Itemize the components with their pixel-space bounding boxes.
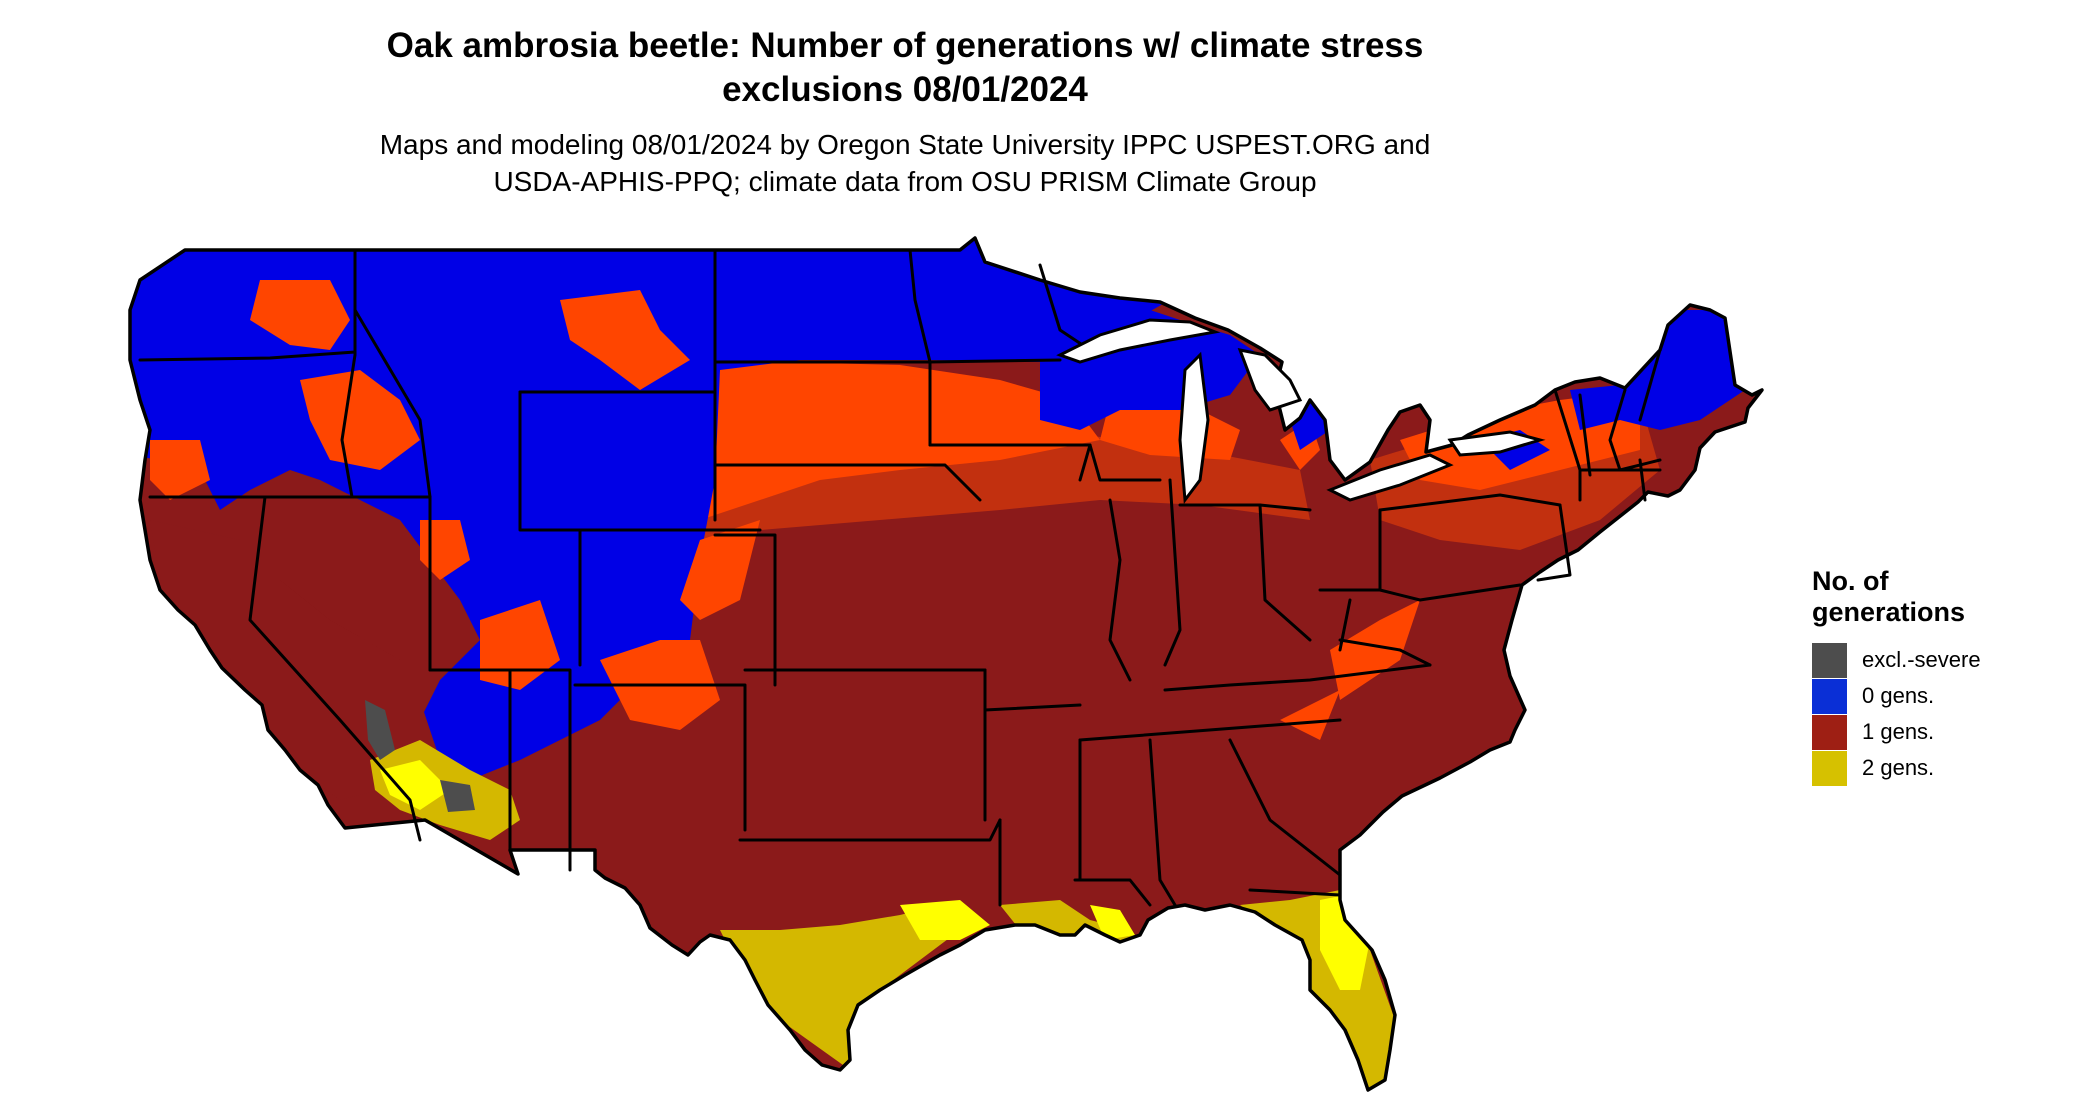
legend-label-2-gens: 2 gens. bbox=[1862, 755, 1935, 780]
legend-swatch-1-gens bbox=[1812, 714, 1847, 750]
legend-swatch-excl-severe bbox=[1812, 642, 1847, 678]
legend-item-1-gens: 1 gens. bbox=[1812, 714, 2072, 750]
legend-item-0-gens: 0 gens. bbox=[1812, 678, 2072, 714]
map-subtitle-line2: USDA-APHIS-PPQ; climate data from OSU PR… bbox=[493, 166, 1317, 197]
map-subtitle: Maps and modeling 08/01/2024 by Oregon S… bbox=[330, 126, 1480, 200]
legend-item-2-gens: 2 gens. bbox=[1812, 750, 2072, 786]
map-legend: No. of generations excl.-severe 0 gens. … bbox=[1812, 566, 2072, 786]
legend-title: No. of generations bbox=[1812, 566, 2072, 628]
legend-swatch-0-gens bbox=[1812, 678, 1847, 714]
legend-title-line1: No. of bbox=[1812, 566, 1889, 596]
legend-label-excl-severe: excl.-severe bbox=[1862, 647, 1981, 672]
state-borders bbox=[138, 248, 1662, 907]
legend-label-0-gens: 0 gens. bbox=[1862, 683, 1935, 708]
map-title: Oak ambrosia beetle: Number of generatio… bbox=[330, 24, 1480, 112]
map-subtitle-line1: Maps and modeling 08/01/2024 by Oregon S… bbox=[379, 129, 1431, 160]
map-title-line2: exclusions 08/01/2024 bbox=[722, 70, 1088, 109]
legend-title-line2: generations bbox=[1812, 597, 1966, 627]
legend-swatch-2-gens bbox=[1812, 750, 1847, 786]
legend-item-excl-severe: excl.-severe bbox=[1812, 642, 2072, 678]
map-title-line1: Oak ambrosia beetle: Number of generatio… bbox=[386, 26, 1424, 65]
great-lakes bbox=[1056, 318, 1546, 505]
legend-label-1-gens: 1 gens. bbox=[1862, 719, 1935, 744]
